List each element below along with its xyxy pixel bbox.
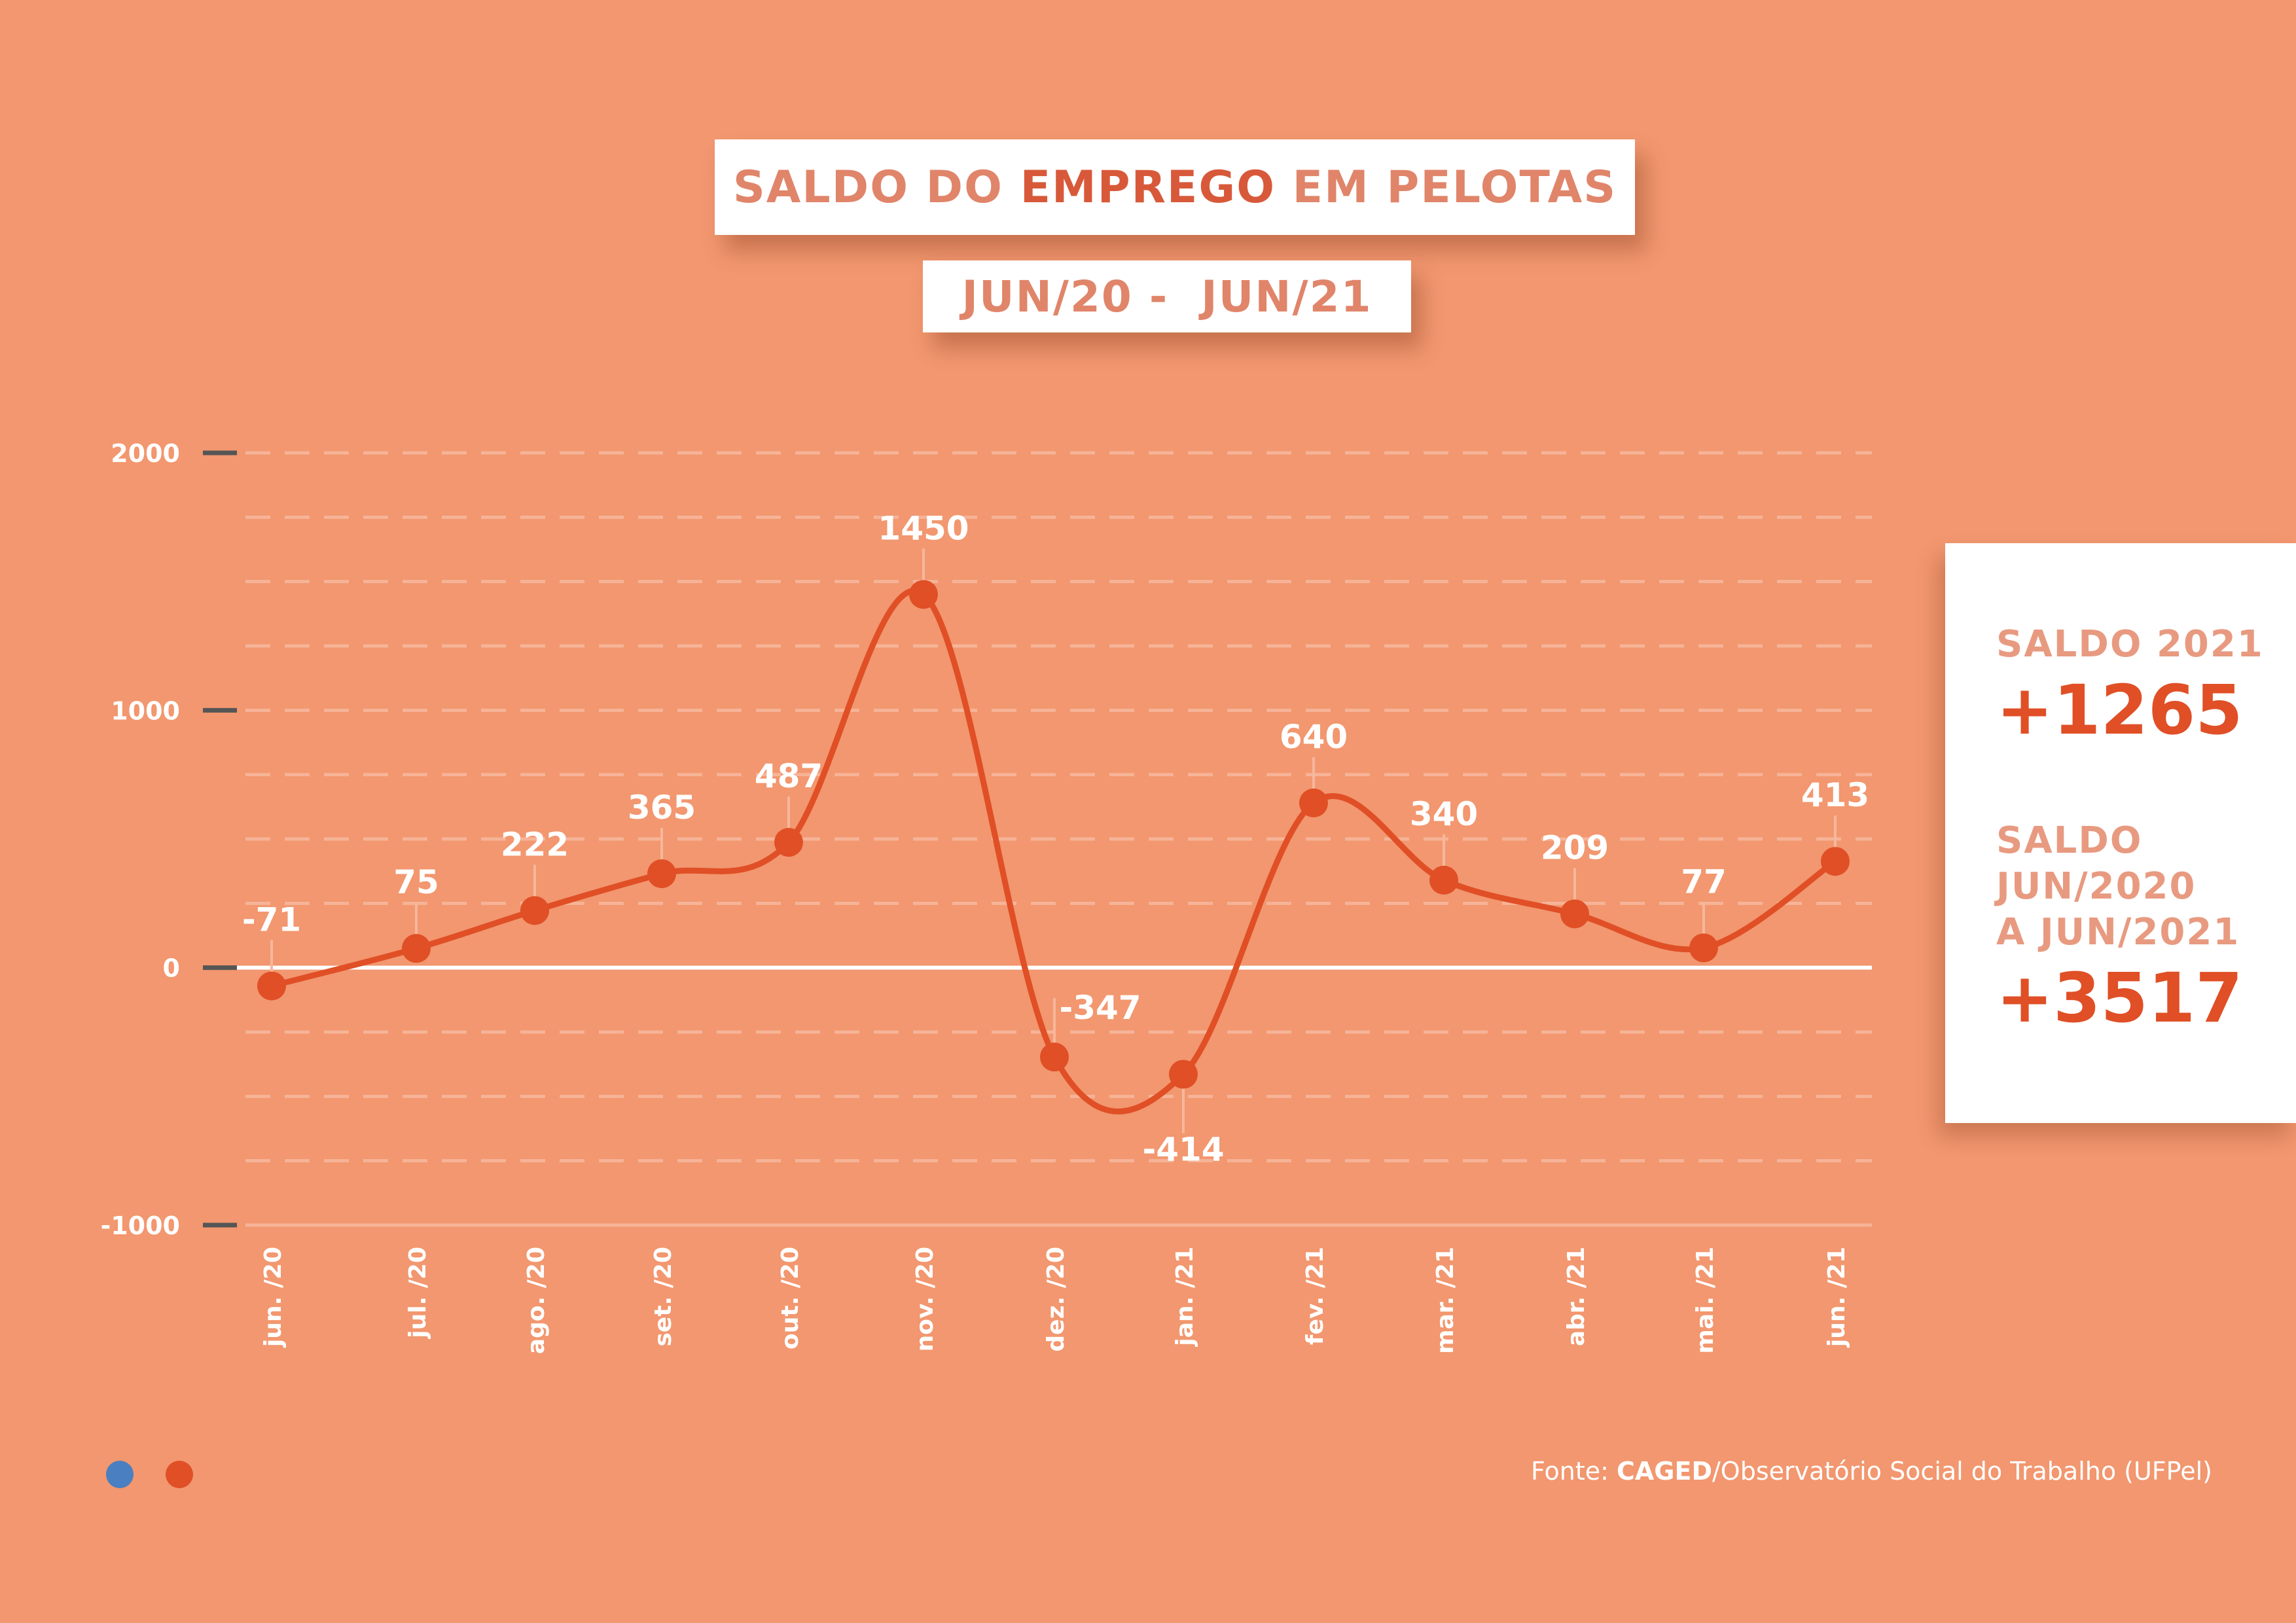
summary-value-2021: +1265 [1996,670,2243,750]
y-tick-label: 1000 [111,696,180,725]
data-label: 209 [1541,829,1609,866]
x-tick-label: jul. /20 [404,1247,431,1340]
y-tick-label: 2000 [111,439,180,468]
data-point [1169,1060,1198,1089]
data-label: 340 [1410,795,1478,833]
data-point [257,971,286,1001]
summary-label-2021: SALDO 2021 [1996,623,2264,666]
summary-label-period-3: A JUN/2021 [1996,911,2240,954]
chart-subtitle: JUN/20 - JUN/21 [923,260,1411,332]
y-tick-label: -1000 [100,1211,180,1240]
data-label: 487 [755,757,823,795]
data-point [909,580,938,609]
y-tick-label: 0 [163,954,180,983]
data-label: 640 [1280,718,1348,756]
data-label: 222 [501,825,569,863]
x-tick-label: abr. /21 [1563,1247,1590,1346]
source-note: Fonte: CAGED/Observatório Social do Trab… [1531,1457,2212,1486]
data-label: -414 [1142,1131,1224,1169]
data-point [1040,1043,1069,1072]
data-point [647,859,676,889]
title-part2: EM PELOTAS [1276,161,1617,213]
data-point [1429,865,1458,895]
data-label: 365 [628,789,696,827]
series-line [270,588,1837,1115]
data-label: 1450 [878,509,969,547]
data-point [402,934,431,963]
summary-value-period: +3517 [1996,958,2243,1038]
subtitle-text: JUN/20 - JUN/21 [961,271,1372,322]
summary-label-period-1: SALDO [1996,819,2143,862]
x-tick-label: mar. /21 [1432,1247,1459,1354]
x-tick-label: jun. /20 [260,1247,287,1348]
x-tick-label: jan. /21 [1172,1247,1198,1347]
title-part1: SALDO DO [732,161,1020,213]
source-prefix: Fonte: [1531,1457,1617,1486]
x-tick-label: jun. /21 [1823,1247,1850,1348]
data-point [1299,788,1328,817]
data-label: -347 [1059,989,1141,1027]
x-tick-label: set. /20 [650,1247,677,1347]
legend-dot-blue [106,1461,134,1488]
data-point [774,828,803,857]
x-tick-label: nov. /20 [912,1247,939,1351]
data-point [1689,933,1718,963]
data-label: -71 [242,901,301,939]
data-label: 77 [1681,863,1727,901]
source-suffix: /Observatório Social do Trabalho (UFPel) [1712,1457,2212,1486]
data-point [1560,899,1589,929]
data-label: 75 [393,863,439,901]
x-tick-label: mai. /21 [1692,1247,1719,1354]
chart-title: SALDO DO EMPREGO EM PELOTAS [715,139,1635,235]
legend-dot-orange [166,1461,193,1488]
source-bold: CAGED [1617,1457,1712,1486]
summary-panel: SALDO 2021 +1265 SALDO JUN/2020 A JUN/20… [1945,543,2296,1123]
data-point [520,896,549,925]
x-tick-label: ago. /20 [523,1247,550,1354]
x-tick-label: fev. /21 [1302,1247,1329,1345]
title-bold: EMPREGO [1020,161,1276,213]
summary-label-period-2: JUN/2020 [1996,865,2197,908]
data-point [1821,847,1850,876]
data-label: 413 [1801,776,1869,814]
x-tick-label: out. /20 [777,1247,804,1349]
x-tick-label: dez. /20 [1043,1247,1069,1352]
